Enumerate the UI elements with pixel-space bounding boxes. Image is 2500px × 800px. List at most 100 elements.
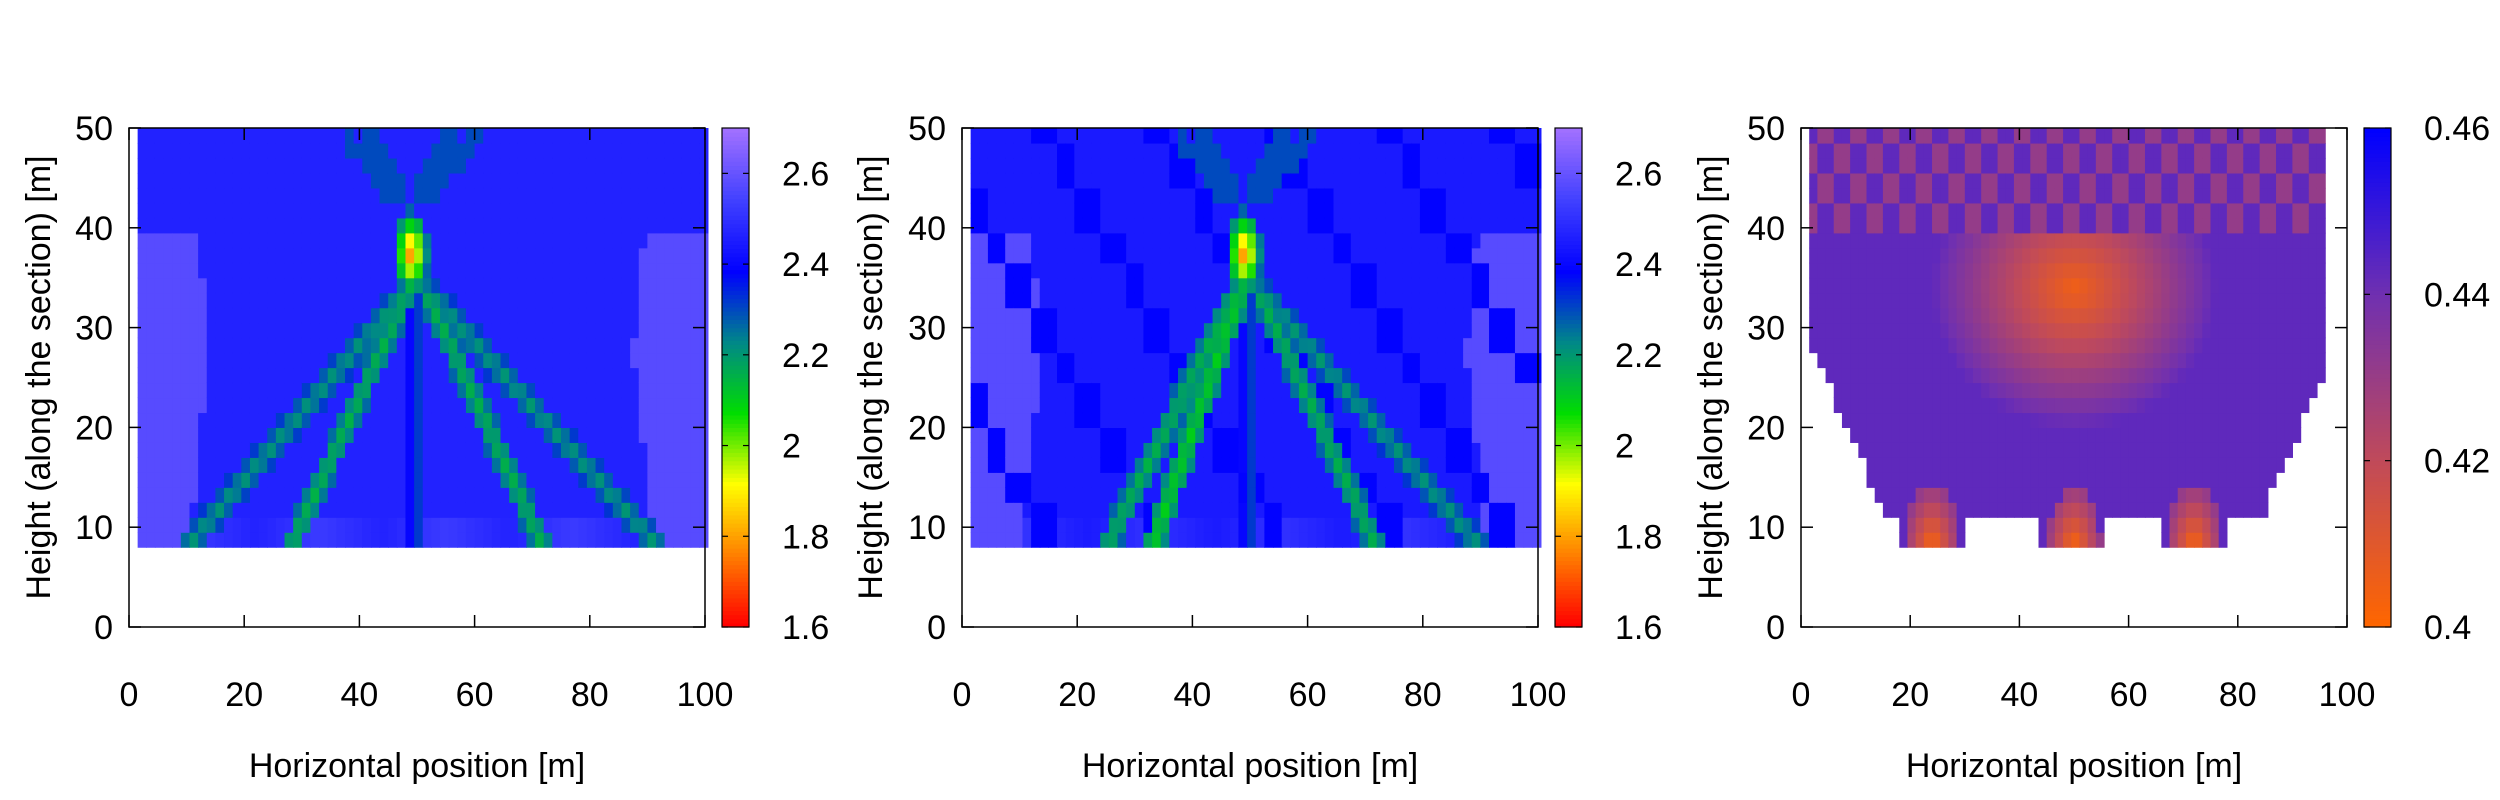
colorbar-band [722,144,749,150]
colorbar-band [1555,286,1582,291]
colorbar-band [2364,211,2391,216]
colorbar-band [722,468,749,474]
colorbar-band [1555,152,1582,158]
colorbar-band [722,315,749,320]
colorbar-band [1555,560,1582,566]
colorbar-band [1555,248,1582,254]
colorbar-band [2364,202,2391,208]
colorbar-band [1555,331,1582,337]
colorbar-band [722,518,749,524]
colorbar-band [2364,485,2391,491]
x-tick-label: 60 [2110,676,2148,714]
colorbar-tick-label: 0.4 [2424,609,2471,647]
colorbar-band [722,597,749,603]
colorbar-band [722,585,749,591]
colorbar-band [2364,448,2391,453]
colorbar-band [722,419,749,424]
colorbar-band [722,464,749,470]
colorbar-band [1555,319,1582,325]
colorbar-band [722,152,749,158]
colorbar-band [1555,165,1582,171]
colorbar-band [722,252,749,258]
colorbar-band [1555,423,1582,428]
colorbar-band [722,477,749,483]
x-tick-label: 60 [1289,676,1327,714]
colorbar-band [722,568,749,574]
colorbar-band [2364,477,2391,483]
colorbar-band [722,385,749,391]
colorbar-band [722,485,749,491]
colorbar-band [2364,510,2391,516]
colorbar-band [1555,144,1582,150]
colorbar-band [722,223,749,229]
colorbar-band [722,148,749,154]
colorbar-band [1555,290,1582,295]
colorbar-band [1555,552,1582,557]
colorbar-band [722,489,749,495]
colorbar-band [2364,315,2391,320]
colorbar-band [722,173,749,179]
colorbar-band [2364,360,2391,366]
colorbar-band [722,190,749,196]
colorbar-band [722,543,749,549]
colorbar: 0.4 0.42 0.44 0.46 [2363,110,2490,647]
y-tick-label: 40 [1747,210,1785,248]
colorbar-tick-label: 0.44 [2424,276,2490,314]
colorbar-band [722,286,749,291]
colorbar-band [2364,323,2391,329]
colorbar-band [2364,614,2391,620]
y-tick-label: 20 [1747,409,1785,447]
colorbar-band [2364,402,2391,408]
colorbar-band [2364,344,2391,349]
colorbar-band [2364,406,2391,412]
colorbar-band [2364,198,2391,204]
plot-frame [128,127,706,628]
colorbar-band [722,510,749,516]
colorbar-band [1555,140,1582,146]
colorbar-band [2364,290,2391,295]
colorbar-band [1555,344,1582,349]
y-axis-label: Height (along the section) [m] [1692,155,1730,599]
colorbar-band [2364,506,2391,512]
colorbar-band [1555,294,1582,300]
y-axis-label: Height (along the section) [m] [852,155,890,599]
colorbar-band [2364,190,2391,196]
colorbar-band [722,352,749,358]
colorbar-band [722,340,749,345]
colorbar-tick-label: 2 [782,428,801,466]
colorbar-band [722,414,749,420]
colorbar-band [2364,468,2391,474]
colorbar-band [1555,398,1582,404]
colorbar-band [2364,227,2391,233]
plot-frame [1800,127,2348,628]
colorbar-band [2364,560,2391,566]
colorbar-band [1555,132,1582,137]
colorbar-band [1555,157,1582,162]
colorbar-band [722,294,749,300]
colorbar-band [2364,377,2391,383]
colorbar-band [2364,356,2391,362]
colorbar-band [2364,394,2391,399]
colorbar-band [722,439,749,445]
colorbar-band [1555,448,1582,453]
x-tick-label: 0 [120,676,139,714]
colorbar-band [722,531,749,537]
colorbar-band [722,365,749,370]
colorbar-band [1555,273,1582,279]
colorbar-band [722,606,749,611]
y-tick-label: 30 [1747,310,1785,348]
colorbar-band [1555,389,1582,395]
colorbar-band [722,136,749,142]
colorbar-band [2364,547,2391,553]
colorbar-band [722,269,749,275]
heatmap-cells [1809,128,2326,548]
colorbar-band [722,236,749,241]
colorbar-band [1555,219,1582,225]
x-axis-label: Horizontal position [m] [1082,747,1418,785]
colorbar-band [722,448,749,453]
colorbar-band [2364,577,2391,582]
colorbar-band [722,227,749,233]
colorbar-band [2364,518,2391,524]
colorbar-band [2364,244,2391,250]
